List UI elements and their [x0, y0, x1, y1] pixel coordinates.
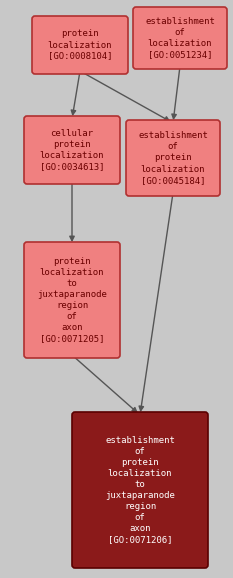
Text: protein
localization
[GO:0008104]: protein localization [GO:0008104]	[48, 29, 112, 61]
FancyBboxPatch shape	[72, 412, 208, 568]
Text: protein
localization
to
juxtaparanode
region
of
axon
[GO:0071205]: protein localization to juxtaparanode re…	[37, 257, 107, 343]
FancyBboxPatch shape	[24, 242, 120, 358]
FancyBboxPatch shape	[126, 120, 220, 196]
Text: establishment
of
localization
[GO:0051234]: establishment of localization [GO:005123…	[145, 17, 215, 59]
Text: establishment
of
protein
localization
to
juxtaparanode
region
of
axon
[GO:007120: establishment of protein localization to…	[105, 436, 175, 544]
Text: establishment
of
protein
localization
[GO:0045184]: establishment of protein localization [G…	[138, 131, 208, 185]
Text: cellular
protein
localization
[GO:0034613]: cellular protein localization [GO:003461…	[40, 129, 104, 171]
FancyBboxPatch shape	[24, 116, 120, 184]
FancyBboxPatch shape	[133, 7, 227, 69]
FancyBboxPatch shape	[32, 16, 128, 74]
